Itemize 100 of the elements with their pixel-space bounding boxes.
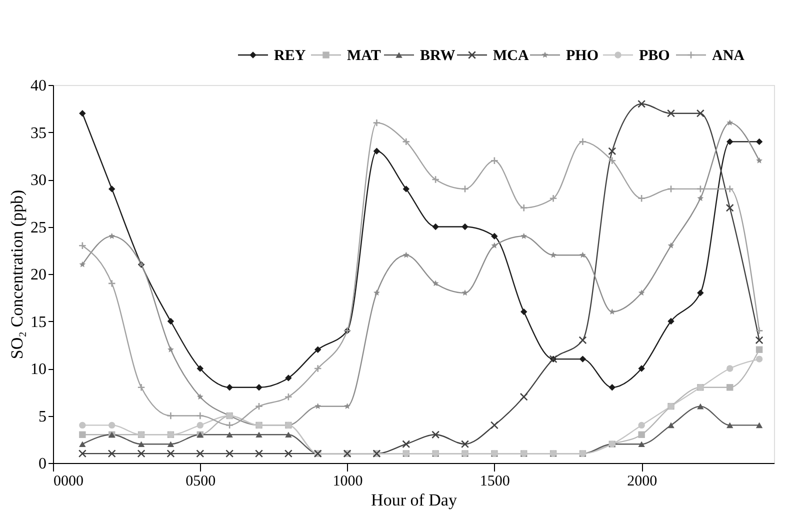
point (166, 412, 175, 420)
point (196, 393, 204, 400)
point (402, 138, 410, 146)
point (168, 346, 174, 352)
point (756, 356, 763, 362)
point (196, 365, 204, 372)
point (226, 432, 233, 438)
y-tick-label: 20 (30, 266, 46, 284)
point (520, 308, 528, 316)
y-axis-title: SO₂ Concentration (ppb) (8, 190, 26, 360)
point (756, 346, 763, 353)
point (108, 186, 116, 192)
point (491, 242, 498, 248)
point (638, 100, 646, 108)
legend-label: ANA (712, 48, 745, 64)
x-tick-label: 0000 (54, 474, 84, 490)
point (638, 422, 645, 429)
point (402, 252, 410, 258)
point (756, 138, 763, 146)
point (578, 138, 587, 146)
y-tick-label: 5 (38, 408, 46, 426)
point (490, 421, 498, 430)
point (579, 356, 586, 362)
point (79, 441, 86, 448)
point (726, 119, 734, 126)
point (402, 186, 410, 192)
point (696, 184, 704, 193)
point (79, 110, 86, 117)
point (462, 223, 468, 230)
point (666, 184, 676, 193)
point (491, 232, 498, 240)
point (167, 441, 174, 448)
y-tick-label: 25 (30, 219, 46, 236)
point (373, 148, 380, 155)
point (608, 147, 616, 156)
point (137, 383, 146, 392)
point (697, 403, 704, 410)
point (432, 430, 440, 439)
point (166, 450, 175, 458)
y-tick-label: 15 (30, 314, 46, 331)
point (254, 450, 264, 458)
point (638, 194, 646, 202)
point (578, 336, 587, 344)
point (167, 318, 174, 325)
point (226, 450, 234, 458)
point (460, 184, 470, 193)
point (226, 384, 233, 391)
point (726, 422, 734, 428)
point (108, 232, 116, 239)
point (668, 318, 674, 325)
y-tick-label: 30 (30, 172, 46, 189)
point (372, 118, 381, 127)
point (254, 402, 264, 410)
legend-label: PBO (639, 48, 670, 64)
legend-label: BRW (420, 48, 456, 64)
point (284, 450, 292, 458)
point (460, 440, 470, 448)
point (284, 392, 292, 401)
point (344, 402, 350, 410)
y-tick-label: 10 (30, 361, 46, 378)
point (256, 384, 262, 391)
point (756, 157, 762, 164)
point (78, 450, 86, 458)
point (79, 422, 86, 429)
point (638, 365, 645, 372)
point (726, 384, 734, 391)
point (108, 450, 116, 458)
point (374, 290, 380, 296)
point (432, 280, 439, 286)
point (520, 232, 528, 239)
point (638, 290, 645, 296)
point (668, 422, 674, 428)
point (196, 412, 204, 420)
point (726, 204, 734, 212)
point (78, 242, 86, 250)
point (697, 195, 704, 202)
y-tick-label: 35 (30, 124, 46, 142)
point (108, 422, 116, 429)
point (226, 421, 234, 430)
x-tick-label: 0500 (186, 474, 216, 490)
legend-label: MCA (493, 48, 529, 64)
point (608, 384, 616, 391)
point (756, 422, 763, 428)
point (402, 440, 410, 448)
point (79, 261, 86, 268)
y-tick-label: 0 (38, 456, 46, 472)
legend-label: MAT (347, 48, 381, 64)
point (138, 441, 145, 448)
point (608, 308, 616, 315)
legend-label: REY (274, 48, 306, 64)
point (668, 242, 674, 248)
point (256, 432, 262, 438)
point (314, 364, 322, 373)
point (314, 346, 322, 353)
point (196, 422, 204, 429)
point (79, 431, 86, 438)
x-tick-label: 1000 (332, 474, 363, 490)
point (490, 156, 498, 165)
point (755, 336, 764, 344)
point (608, 156, 616, 165)
